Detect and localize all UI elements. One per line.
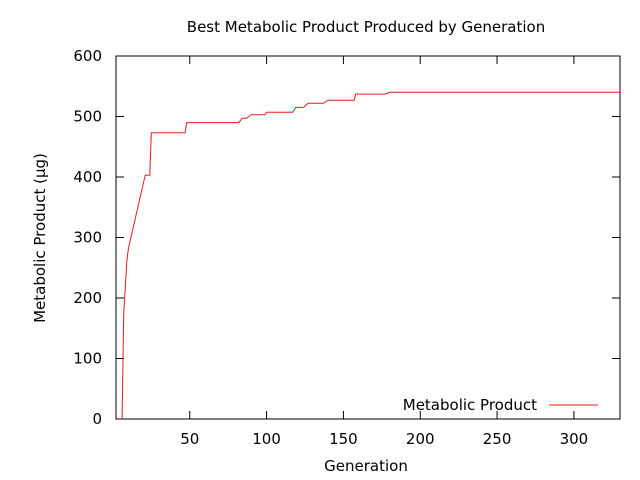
- legend-label: Metabolic Product: [403, 396, 537, 414]
- y-tick-label: 500: [73, 108, 102, 126]
- y-tick-label: 200: [73, 289, 102, 307]
- x-tick-label: 50: [180, 430, 199, 448]
- y-tick-label: 0: [92, 410, 102, 428]
- y-tick-label: 100: [73, 350, 102, 368]
- x-tick-label: 200: [406, 430, 435, 448]
- y-axis-label: Metabolic Product (µg): [31, 153, 49, 323]
- x-axis-label: Generation: [324, 457, 408, 475]
- x-tick-label: 150: [329, 430, 358, 448]
- y-axis: 0 100 200 300 400 500 600: [73, 47, 620, 428]
- x-tick-label: 100: [252, 430, 281, 448]
- plot-frame: [115, 55, 621, 420]
- legend: Metabolic Product: [403, 396, 598, 414]
- x-tick-label: 250: [483, 430, 512, 448]
- y-tick-label: 400: [73, 168, 102, 186]
- x-tick-label: 300: [560, 430, 589, 448]
- y-tick-label: 600: [73, 47, 102, 65]
- series-layer: [121, 91, 620, 420]
- x-axis: 50 100 150 200 250 300: [180, 56, 588, 448]
- y-tick-label: 300: [73, 229, 102, 247]
- chart-title: Best Metabolic Product Produced by Gener…: [187, 18, 545, 36]
- series-line: [121, 91, 620, 420]
